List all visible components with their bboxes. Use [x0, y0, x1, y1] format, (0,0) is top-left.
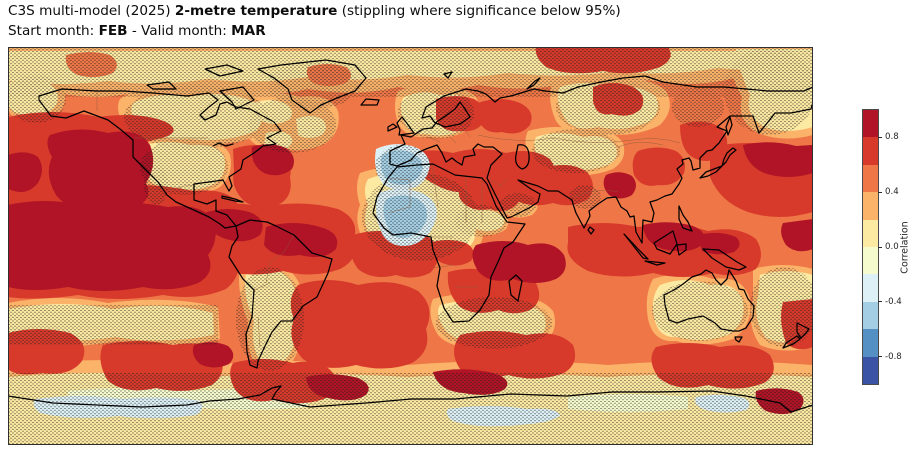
figure-subtitle: Start month: FEB - Valid month: MAR — [8, 21, 621, 41]
uk-ireland-iceland-coast — [360, 71, 541, 136]
world-correlation-map — [8, 47, 813, 445]
colorbar-tick-mark — [878, 191, 882, 193]
greenland-coast — [257, 59, 367, 114]
south-atlantic-red — [290, 280, 430, 369]
country-borders — [96, 91, 681, 348]
antarctica-coast — [8, 385, 813, 413]
colorbar-tick-mark — [878, 246, 882, 248]
coastlines — [8, 59, 813, 413]
colorbar-segment — [863, 192, 878, 220]
tibet-dark-red — [603, 172, 636, 199]
ne-asia-red — [680, 121, 728, 161]
colorbar-segment — [863, 329, 878, 357]
enso-dark-red — [8, 201, 216, 291]
valid-month-label: - Valid month: — [127, 23, 232, 39]
colorbar-segment — [863, 274, 878, 302]
africa-coast — [372, 163, 526, 323]
colorbar-ticks: 0.8 0.4 0.0 -0.4 -0.8 — [878, 110, 918, 384]
cuba-coast — [221, 195, 244, 203]
new-zealand-coast — [782, 322, 810, 349]
colorbar-segment — [863, 137, 878, 165]
map-svg — [8, 47, 813, 445]
title-suffix: (stippling where significance below 95%) — [337, 3, 621, 19]
indian-ocean-dark-red — [472, 241, 566, 283]
australia-coast — [663, 269, 755, 343]
colorbar — [862, 109, 879, 385]
colorbar-segment — [863, 219, 878, 248]
arctic-islands-coast — [146, 64, 255, 110]
figure-title: C3S multi-model (2025) 2-metre temperatu… — [8, 1, 621, 21]
title-variable: 2-metre temperature — [174, 3, 338, 19]
colorbar-tick-mark — [878, 136, 882, 138]
colorbar-tick-label: 0.4 — [885, 187, 899, 198]
start-month-value: FEB — [98, 23, 128, 39]
eurasia-coast — [389, 75, 813, 244]
map-frame — [8, 47, 813, 445]
china-red — [632, 147, 685, 186]
valid-month-value: MAR — [231, 23, 266, 39]
colorbar-tick-mark — [878, 356, 882, 358]
madagascar-coast — [508, 274, 523, 302]
se-asia-islands-coast — [587, 205, 747, 271]
caspian-sea — [515, 144, 530, 170]
colorbar-label: Correlation — [899, 220, 911, 274]
great-lakes — [212, 142, 234, 147]
east-of-japan-dark-red — [743, 142, 813, 177]
colorbar-tick-label: 0.0 — [885, 242, 899, 252]
japan-coast — [699, 116, 737, 179]
figure-title-block: C3S multi-model (2025) 2-metre temperatu… — [8, 1, 621, 41]
colorbar-segment — [863, 164, 878, 193]
north-america-coast — [38, 88, 282, 229]
start-month-label: Start month: — [8, 23, 99, 39]
colorbar-segment — [863, 356, 878, 385]
colorbar-segment — [863, 301, 878, 330]
gulf-of-alaska-dark-red — [47, 129, 154, 211]
colorbar-segment — [863, 110, 878, 138]
south-america-coast — [228, 219, 333, 369]
title-prefix: C3S multi-model (2025) — [8, 3, 175, 19]
colorbar-tick-label: 0.8 — [885, 132, 899, 143]
colorbar-tick-label: -0.8 — [885, 351, 902, 362]
colorbar-segment — [863, 247, 878, 275]
colorbar-tick-label: -0.4 — [885, 296, 902, 307]
colorbar-tick-mark — [878, 301, 882, 303]
